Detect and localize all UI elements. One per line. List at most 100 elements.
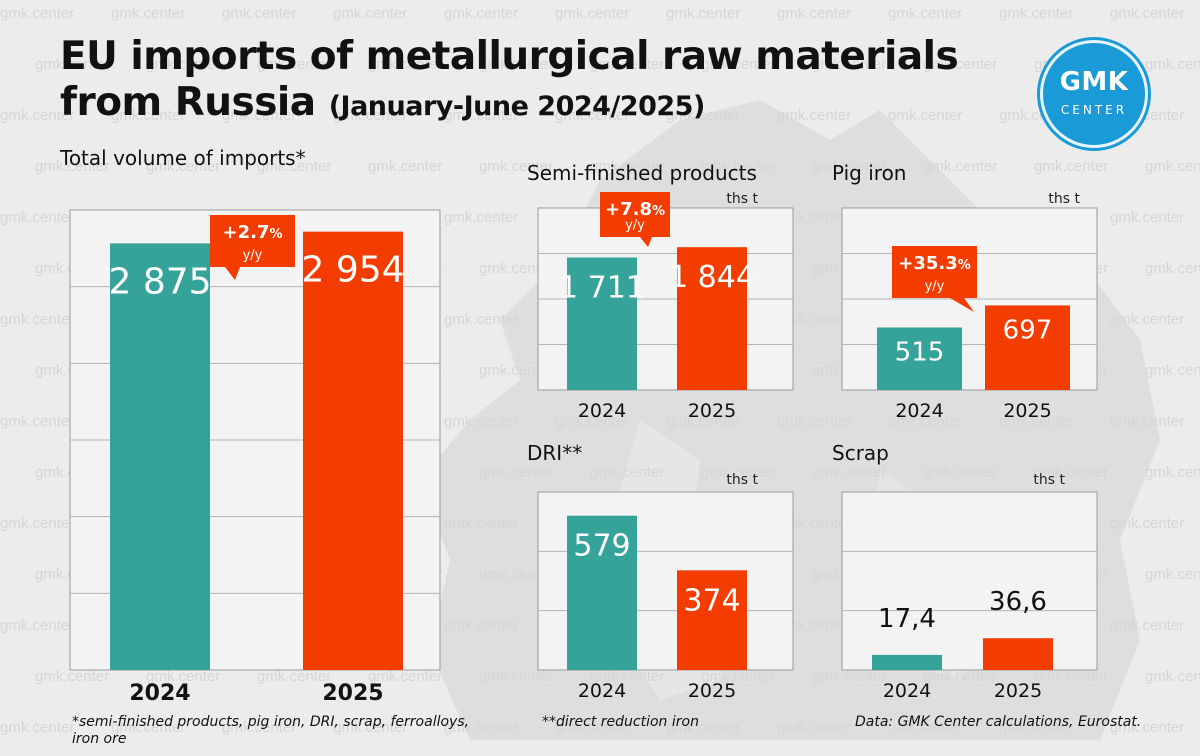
watermark-text: gmk.center <box>701 464 775 481</box>
watermark-text: gmk.center <box>923 464 997 481</box>
watermark-text: gmk.center <box>777 311 851 328</box>
watermark-text: gmk.center <box>479 158 553 175</box>
chart-semi-finished: ths t 1 711 2024 1 844 2025 +7.8%y/y <box>537 191 794 422</box>
watermark-text: gmk.center <box>444 209 518 226</box>
watermark-text: gmk.center <box>888 719 962 736</box>
watermark-text: gmk.center <box>146 668 220 685</box>
watermark-text: gmk.center <box>0 209 74 226</box>
watermark-text: gmk.center <box>444 719 518 736</box>
watermark-text: gmk.center <box>111 5 185 22</box>
logo-subtext: CENTER <box>1060 103 1128 117</box>
change-badge-tail <box>640 237 652 247</box>
watermark-text: gmk.center <box>666 413 740 430</box>
watermark-text: gmk.center <box>923 56 997 73</box>
watermark-text: gmk.center <box>1034 464 1108 481</box>
watermark-text: gmk.center <box>479 566 553 583</box>
watermark-text: gmk.center <box>257 158 331 175</box>
section-title-semi-finished: Semi-finished products <box>527 161 757 185</box>
change-badge: +35.3% y/y <box>892 246 977 312</box>
title-line2: from Russia <box>60 80 316 125</box>
watermark-text: gmk.center <box>701 158 775 175</box>
watermark-text: gmk.center <box>1145 668 1200 685</box>
watermark-text: gmk.center <box>590 56 664 73</box>
watermark-text: gmk.center <box>1145 260 1200 277</box>
tick-label-2025: 2025 <box>994 680 1042 702</box>
watermark-text: gmk.center <box>479 56 553 73</box>
watermark-text: gmk.center <box>812 464 886 481</box>
watermark-text: gmk.center <box>1145 362 1200 379</box>
section-title-scrap: Scrap <box>832 441 889 465</box>
page-title: EU imports of metallurgical raw material… <box>60 34 959 130</box>
watermark-text: gmk.center <box>999 5 1073 22</box>
watermark-text: gmk.center <box>555 413 629 430</box>
section-title-dri: DRI** <box>527 441 583 465</box>
watermark-text: gmk.center <box>999 719 1073 736</box>
watermark-text: gmk.center <box>222 5 296 22</box>
watermark-text: gmk.center <box>444 515 518 532</box>
watermark-text: gmk.center <box>0 617 74 634</box>
watermark-text: gmk.center <box>479 668 553 685</box>
change-badge-box <box>892 246 977 298</box>
tick-label-2025: 2025 <box>1003 400 1051 422</box>
change-badge: +7.8%y/y <box>600 192 670 247</box>
watermark-text: gmk.center <box>666 107 740 124</box>
change-badge-box <box>600 192 670 237</box>
watermark-text: gmk.center <box>333 719 407 736</box>
change-value: +7.8% <box>605 199 665 220</box>
watermark-text: gmk.center <box>0 311 74 328</box>
unit-label: ths t <box>726 191 758 207</box>
watermark-text: gmk.center <box>777 5 851 22</box>
data-label-2025: 697 <box>1003 315 1053 345</box>
change-suffix: y/y <box>243 248 263 263</box>
watermark-text: gmk.center <box>444 311 518 328</box>
watermark-text: gmk.center <box>479 260 553 277</box>
data-label-2024: 17,4 <box>878 604 936 634</box>
watermark-text: gmk.center <box>777 413 851 430</box>
watermark-text: gmk.center <box>812 56 886 73</box>
watermark-text: gmk.center <box>1110 617 1184 634</box>
watermark-text: gmk.center <box>1034 668 1108 685</box>
bar-2024 <box>110 243 210 671</box>
watermark-text: gmk.center <box>701 56 775 73</box>
watermark-text: gmk.center <box>0 719 74 736</box>
bar-2024 <box>567 515 637 670</box>
watermark-text: gmk.center <box>111 719 185 736</box>
watermark-text: gmk.center <box>1110 719 1184 736</box>
data-label-2025: 374 <box>683 583 740 618</box>
data-label-2024: 579 <box>573 529 630 564</box>
watermark-text: gmk.center <box>444 617 518 634</box>
watermark-text: gmk.center <box>479 464 553 481</box>
watermark-text: gmk.center <box>444 5 518 22</box>
change-value: +35.3% <box>898 253 971 274</box>
bar-2025 <box>983 638 1053 670</box>
bar-2025 <box>677 570 747 670</box>
watermark-text: gmk.center <box>777 617 851 634</box>
change-badge-tail <box>225 267 240 280</box>
watermark-text: gmk.center <box>1110 5 1184 22</box>
tick-label-2025: 2025 <box>688 680 736 702</box>
watermark-text: gmk.center <box>555 719 629 736</box>
data-label-2024: 1 711 <box>559 270 645 305</box>
bar-2024 <box>567 257 637 390</box>
bar-2024 <box>877 327 962 390</box>
watermark-text: gmk.center <box>444 107 518 124</box>
section-title-total: Total volume of imports* <box>60 146 306 170</box>
watermark-text: gmk.center <box>590 464 664 481</box>
watermark-text: gmk.center <box>0 107 74 124</box>
watermark-text: gmk.center <box>222 719 296 736</box>
unit-label: ths t <box>1048 191 1080 207</box>
watermark-text: gmk.center <box>1110 515 1184 532</box>
watermark-text: gmk.center <box>590 668 664 685</box>
data-label-2025: 1 844 <box>669 260 755 295</box>
watermark-text: gmk.center <box>1145 56 1200 73</box>
watermark-text: gmk.center <box>35 668 109 685</box>
watermark-text: gmk.center <box>257 668 331 685</box>
watermark-text: gmk.center <box>888 413 962 430</box>
watermark-text: gmk.center <box>666 5 740 22</box>
watermark-text: gmk.center <box>257 56 331 73</box>
tick-label-2024: 2024 <box>578 680 626 702</box>
bar-2025 <box>303 231 403 670</box>
gmk-center-logo: GMK CENTER <box>1040 40 1148 148</box>
watermark-text: gmk.center <box>666 719 740 736</box>
watermark-text: gmk.center <box>0 515 74 532</box>
